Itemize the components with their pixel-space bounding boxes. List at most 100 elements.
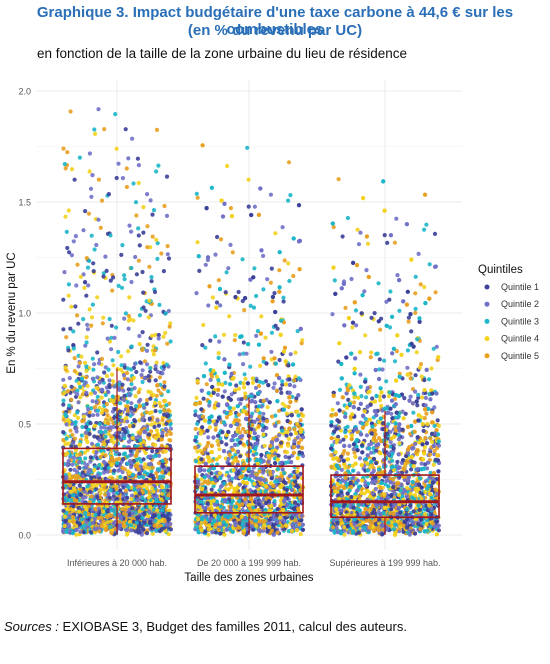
data-point bbox=[299, 407, 304, 412]
data-point bbox=[84, 293, 89, 298]
data-point bbox=[111, 399, 116, 404]
data-point bbox=[85, 265, 91, 270]
data-point bbox=[237, 499, 242, 504]
data-point bbox=[158, 409, 163, 414]
data-point bbox=[287, 377, 292, 382]
data-point bbox=[91, 483, 96, 488]
data-point bbox=[278, 386, 283, 391]
data-point bbox=[291, 273, 296, 279]
data-point bbox=[277, 375, 282, 381]
data-point bbox=[65, 150, 70, 155]
data-point bbox=[278, 484, 283, 489]
data-point bbox=[292, 378, 297, 383]
data-point bbox=[138, 360, 143, 365]
data-point bbox=[63, 214, 68, 219]
data-point bbox=[199, 457, 204, 462]
data-point bbox=[63, 365, 68, 370]
data-point bbox=[152, 424, 157, 430]
data-point bbox=[150, 212, 155, 217]
data-point bbox=[137, 404, 143, 409]
data-point bbox=[81, 272, 86, 277]
data-point bbox=[120, 465, 125, 470]
data-point bbox=[102, 127, 107, 132]
data-point bbox=[148, 245, 153, 250]
data-point bbox=[246, 177, 251, 182]
data-point bbox=[164, 403, 169, 408]
data-point bbox=[238, 430, 243, 435]
data-point bbox=[114, 325, 119, 330]
data-point bbox=[102, 442, 107, 447]
data-point bbox=[207, 420, 212, 425]
data-point bbox=[76, 400, 81, 405]
data-point bbox=[166, 308, 171, 314]
data-point bbox=[68, 467, 73, 472]
data-point bbox=[161, 269, 166, 274]
data-point bbox=[272, 498, 277, 504]
data-point bbox=[233, 333, 238, 338]
data-point bbox=[268, 192, 273, 197]
data-point bbox=[139, 524, 144, 529]
data-point bbox=[258, 481, 263, 486]
data-point bbox=[154, 494, 159, 499]
data-point bbox=[103, 392, 108, 398]
data-point bbox=[256, 502, 262, 507]
data-point bbox=[241, 340, 246, 345]
data-point bbox=[136, 233, 141, 238]
data-point bbox=[71, 342, 76, 348]
data-point bbox=[206, 440, 211, 446]
data-point bbox=[119, 516, 124, 521]
data-point bbox=[224, 442, 229, 447]
data-point bbox=[204, 206, 209, 211]
data-point bbox=[98, 448, 103, 453]
data-point bbox=[133, 404, 139, 409]
data-point bbox=[194, 459, 199, 464]
data-point bbox=[133, 419, 138, 424]
data-point bbox=[89, 194, 94, 199]
data-point bbox=[66, 417, 71, 423]
data-point bbox=[281, 479, 286, 484]
data-point bbox=[90, 520, 95, 526]
data-point bbox=[148, 198, 153, 203]
data-point bbox=[232, 338, 237, 343]
data-point bbox=[231, 406, 236, 411]
data-point bbox=[281, 295, 286, 300]
data-point bbox=[272, 291, 277, 296]
data-point bbox=[273, 423, 278, 428]
data-point bbox=[77, 360, 83, 365]
data-point bbox=[105, 520, 110, 525]
data-point bbox=[200, 517, 205, 522]
data-point bbox=[193, 412, 198, 418]
data-point bbox=[249, 394, 254, 399]
data-point bbox=[228, 411, 233, 416]
data-point bbox=[233, 295, 238, 300]
data-point bbox=[227, 478, 232, 483]
data-point bbox=[130, 506, 135, 511]
data-point bbox=[151, 208, 157, 213]
data-point bbox=[256, 342, 262, 347]
data-point bbox=[67, 472, 72, 477]
data-point bbox=[229, 392, 234, 397]
data-point bbox=[76, 364, 81, 369]
data-point bbox=[246, 342, 251, 347]
data-point bbox=[242, 372, 247, 377]
data-point bbox=[111, 424, 116, 429]
data-point bbox=[200, 343, 205, 348]
data-point bbox=[62, 514, 67, 519]
data-point bbox=[97, 463, 102, 468]
data-point bbox=[163, 398, 168, 403]
data-point bbox=[75, 415, 81, 420]
data-point bbox=[110, 372, 115, 377]
data-point bbox=[105, 413, 110, 418]
data-point bbox=[147, 416, 152, 421]
data-point bbox=[193, 426, 198, 432]
data-point bbox=[126, 485, 131, 490]
data-point bbox=[168, 438, 173, 443]
data-point bbox=[82, 280, 88, 285]
data-point bbox=[160, 430, 165, 435]
data-point bbox=[68, 109, 73, 114]
data-point bbox=[94, 242, 99, 248]
data-point bbox=[72, 436, 77, 441]
data-point bbox=[147, 378, 152, 383]
data-point bbox=[73, 448, 79, 453]
data-point bbox=[123, 311, 128, 316]
